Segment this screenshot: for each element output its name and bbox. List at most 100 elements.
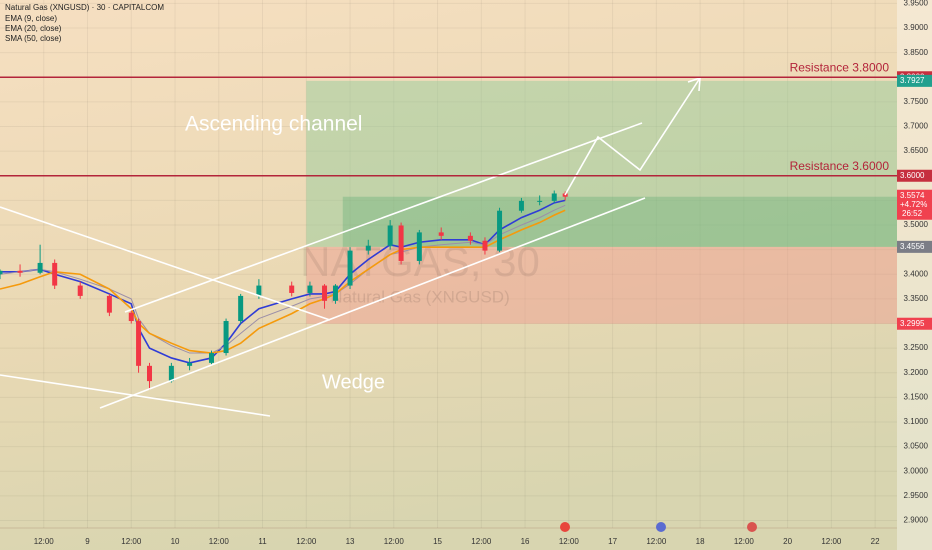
- candle-body: [332, 285, 338, 301]
- y-tick-label: 3.2500: [904, 343, 929, 352]
- y-tick-label: 3.9000: [904, 23, 929, 32]
- y-tick-label: 2.9000: [904, 516, 929, 525]
- x-tick-label: 10: [171, 537, 180, 546]
- annotation-wedge: Wedge: [322, 371, 385, 393]
- candle-body: [17, 270, 23, 273]
- event-icon: [747, 522, 757, 532]
- y-tick-label: 3.3500: [904, 294, 929, 303]
- x-tick-label: 13: [346, 537, 355, 546]
- candle-body: [289, 285, 295, 293]
- y-tick-label: 3.2000: [904, 368, 929, 377]
- last-price: 3.5574: [900, 191, 925, 200]
- x-tick-label: 16: [521, 537, 530, 546]
- candle-body: [365, 245, 371, 251]
- position-zones: [306, 80, 897, 324]
- x-tick-label: 12:00: [821, 537, 842, 546]
- x-tick-label: 17: [608, 537, 617, 546]
- x-tick-label: 12:00: [559, 537, 580, 546]
- candle-body: [537, 200, 543, 202]
- target-zone: [306, 80, 897, 247]
- legend-entry: EMA (20, close): [5, 24, 62, 33]
- price-label-box: [897, 74, 932, 87]
- channel-lower: [99, 197, 646, 409]
- candle-body: [497, 210, 503, 251]
- channel-upper: [124, 122, 643, 313]
- x-tick-label: 11: [258, 537, 267, 546]
- annotation-channel: Ascending channel: [185, 113, 362, 136]
- candle-body: [551, 193, 557, 201]
- candle-body: [307, 285, 313, 293]
- x-tick-label: 12:00: [34, 537, 55, 546]
- candle-body: [223, 321, 229, 354]
- grid: [0, 0, 897, 528]
- x-tick-label: 12:00: [121, 537, 142, 546]
- candles: [0, 190, 568, 390]
- x-tick-label: 12:00: [471, 537, 492, 546]
- candle-body: [128, 312, 134, 322]
- y-tick-label: 3.7500: [904, 97, 929, 106]
- chart-title: Natural Gas (XNGUSD) · 30 · CAPITALCOM: [5, 3, 164, 12]
- price-label: 3.2995: [900, 319, 925, 328]
- candle-body: [106, 295, 112, 313]
- candle-body: [322, 285, 328, 301]
- candle-body: [256, 285, 262, 296]
- price-label: 3.4556: [900, 242, 925, 251]
- open-profit-zone: [342, 196, 897, 247]
- candle-body: [438, 232, 444, 236]
- price-label: 3.6000: [900, 171, 925, 180]
- y-tick-label: 3.1500: [904, 392, 929, 401]
- resistance-label: Resistance 3.8000: [790, 60, 890, 74]
- candle-body: [387, 225, 393, 246]
- candle-body: [136, 321, 142, 366]
- price-label-box: [897, 240, 932, 253]
- price-label: 3.7927: [900, 76, 925, 85]
- candle-body: [347, 250, 353, 286]
- y-tick-label: 3.5000: [904, 220, 929, 229]
- candle-body: [238, 295, 244, 322]
- x-tick-label: 20: [783, 537, 792, 546]
- last-price-box: [897, 189, 932, 220]
- y-tick-label: 3.1000: [904, 417, 929, 426]
- legend-entry: EMA (9, close): [5, 14, 57, 23]
- candle-body: [37, 262, 43, 273]
- price-label-box: [897, 169, 932, 182]
- y-tick-label: 3.4000: [904, 269, 929, 278]
- candle-body: [147, 365, 152, 382]
- wedge-upper: [0, 206, 331, 321]
- x-tick-label: 12:00: [734, 537, 755, 546]
- candle-body: [208, 353, 214, 363]
- price-label-box: [897, 317, 932, 330]
- x-tick-label: 9: [85, 537, 90, 546]
- last-change: +4.72%: [900, 200, 927, 209]
- drawings: [0, 76, 701, 417]
- y-tick-label: 3.0500: [904, 442, 929, 451]
- y-tick-label: 3.8500: [904, 48, 929, 57]
- price-axis: [897, 0, 932, 550]
- wedge-lower: [0, 374, 271, 417]
- x-tick-label: 15: [433, 537, 442, 546]
- y-tick-label: 3.9500: [904, 0, 929, 8]
- candle-body: [482, 240, 488, 251]
- x-tick-label: 18: [696, 537, 705, 546]
- event-icon: [560, 522, 570, 532]
- candle-body: [52, 262, 58, 286]
- candle-body: [398, 225, 404, 261]
- y-tick-label: 3.0000: [904, 466, 929, 475]
- legend-entry: SMA (50, close): [5, 34, 62, 43]
- candle-body: [187, 362, 193, 366]
- x-tick-label: 12:00: [646, 537, 667, 546]
- projection-arrow: [564, 77, 701, 196]
- x-tick-label: 12:00: [209, 537, 230, 546]
- resistance-label: Resistance 3.6000: [790, 159, 890, 173]
- event-icons: [560, 522, 757, 532]
- candle-body: [562, 193, 568, 197]
- stop-zone: [306, 246, 897, 324]
- y-tick-label: 3.6500: [904, 146, 929, 155]
- x-tick-label: 12:00: [384, 537, 405, 546]
- legend: EMA (9, close)EMA (20, close)SMA (50, cl…: [5, 14, 62, 43]
- watermark-subtitle: Natural Gas (XNGUSD): [330, 287, 509, 306]
- candle-body: [416, 232, 422, 261]
